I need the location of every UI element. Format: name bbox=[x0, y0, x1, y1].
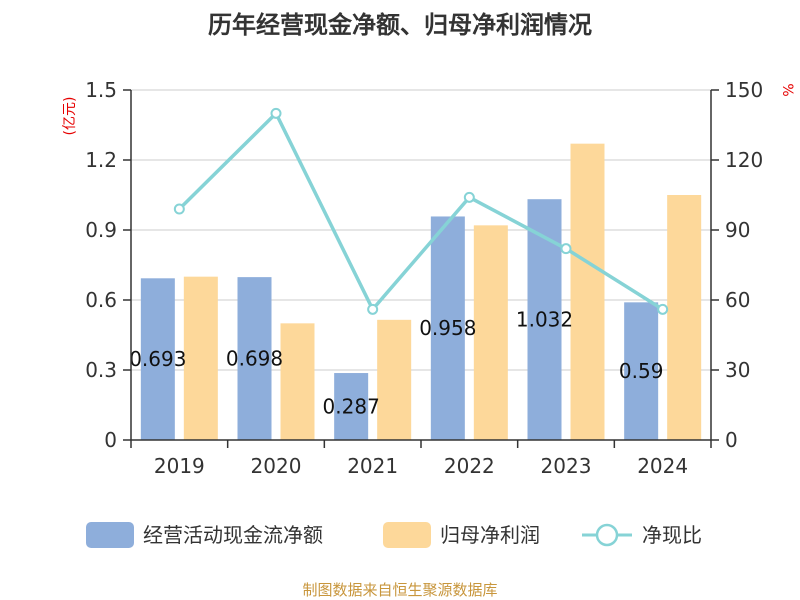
ratio-point bbox=[657, 303, 669, 315]
x-axis-tick-label: 2022 bbox=[444, 454, 495, 478]
data-label-cashflow: 0.698 bbox=[226, 347, 283, 371]
ratio-point bbox=[270, 107, 282, 119]
bar-cashflow bbox=[527, 199, 562, 440]
left-axis-tick-label: 1.5 bbox=[85, 78, 117, 102]
source-note: 制图数据来自恒生聚源数据库 bbox=[302, 581, 497, 599]
legend-label-cashflow: 经营活动现金流净额 bbox=[143, 523, 323, 547]
right-axis-tick-label: 60 bbox=[725, 288, 750, 312]
left-axis-tick-label: 0 bbox=[104, 428, 117, 452]
data-label-cashflow: 0.958 bbox=[419, 316, 476, 340]
ratio-point bbox=[173, 203, 185, 215]
legend-label-profit: 归母净利润 bbox=[440, 523, 540, 547]
bar-profit bbox=[280, 323, 315, 440]
data-label-cashflow: 0.59 bbox=[619, 359, 664, 383]
right-axis-tick-label: 120 bbox=[725, 148, 763, 172]
data-labels: 0.693 0.698 0.287 0.958 1.032 0.59 bbox=[129, 308, 663, 419]
x-axis-tick-label: 2024 bbox=[637, 454, 688, 478]
right-axis-unit: % bbox=[779, 83, 795, 96]
bar-cashflow bbox=[430, 216, 465, 440]
bar-profit bbox=[183, 276, 218, 440]
ratio-point bbox=[367, 303, 379, 315]
line-series bbox=[173, 107, 669, 315]
x-axis-tick-label: 2023 bbox=[541, 454, 592, 478]
bar-cashflow bbox=[334, 373, 369, 440]
bar-profit bbox=[570, 143, 605, 440]
bar-cashflow bbox=[624, 302, 659, 440]
legend: 经营活动现金流净额 归母净利润 净现比 bbox=[86, 522, 702, 548]
legend-swatch-cashflow bbox=[86, 522, 134, 548]
bar-cashflow bbox=[237, 277, 272, 440]
left-axis-tick-label: 1.2 bbox=[85, 148, 117, 172]
left-axis-unit: (亿元) bbox=[62, 97, 78, 136]
legend-marker-ratio bbox=[595, 523, 619, 547]
ratio-point bbox=[463, 191, 475, 203]
bar-profit bbox=[667, 195, 702, 440]
data-label-cashflow: 0.287 bbox=[323, 395, 380, 419]
bar-profit bbox=[473, 225, 508, 440]
left-axis-tick-label: 0.9 bbox=[85, 218, 117, 242]
right-axis-tick-label: 30 bbox=[725, 358, 750, 382]
left-axis-tick-label: 0.3 bbox=[85, 358, 117, 382]
legend-swatch-profit bbox=[383, 522, 431, 548]
bar-profit bbox=[377, 319, 412, 440]
bar-cashflow bbox=[140, 278, 175, 440]
left-axis-tick-label: 0.6 bbox=[85, 288, 117, 312]
ratio-line bbox=[178, 110, 664, 313]
axes: 0 0 0.3 30 0.6 60 0.9 90 1.2 120 1.5 150 2019 2020 202… bbox=[85, 78, 763, 478]
x-axis-tick-label: 2021 bbox=[347, 454, 398, 478]
ratio-point bbox=[560, 243, 572, 255]
data-label-cashflow: 0.693 bbox=[129, 347, 186, 371]
right-axis-tick-label: 90 bbox=[725, 218, 750, 242]
bars bbox=[140, 143, 702, 440]
right-axis-tick-label: 150 bbox=[725, 78, 763, 102]
x-axis-tick-label: 2020 bbox=[251, 454, 302, 478]
x-axis-tick-label: 2019 bbox=[154, 454, 205, 478]
right-axis-tick-label: 0 bbox=[725, 428, 738, 452]
chart-title: 历年经营现金净额、归母净利润情况 bbox=[208, 11, 592, 39]
data-label-cashflow: 1.032 bbox=[516, 308, 573, 332]
legend-label-ratio: 净现比 bbox=[642, 523, 702, 547]
